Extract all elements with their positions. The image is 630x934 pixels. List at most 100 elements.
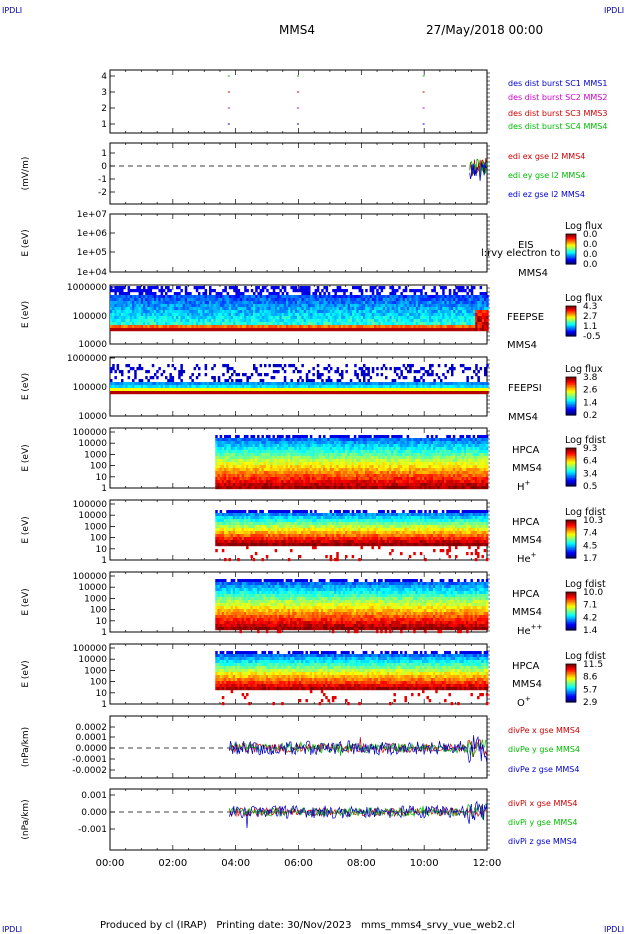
spectrogram-pixel	[305, 328, 309, 332]
spectrogram-pixel	[248, 310, 252, 314]
spectrogram-pixel	[244, 385, 247, 389]
spectrogram-pixel	[226, 307, 230, 311]
spectrogram-pixel	[396, 388, 399, 392]
spectrogram-pixel	[243, 438, 247, 442]
spectrogram-pixel	[270, 477, 273, 481]
spectrogram-pixel	[341, 295, 344, 299]
spectrogram-pixel	[233, 301, 236, 305]
spectrogram-pixel	[221, 444, 225, 448]
spectrogram-pixel	[462, 385, 465, 389]
spectrogram-pixel	[351, 438, 355, 442]
spectrogram-pixel	[424, 292, 428, 296]
spectrogram-pixel	[371, 310, 375, 314]
spectrogram-pixel	[318, 474, 322, 478]
spectrogram-pixel	[481, 307, 485, 311]
spectrogram-pixel	[248, 438, 251, 442]
spectrogram-pixel	[246, 477, 249, 481]
spectrogram-pixel	[121, 292, 124, 296]
spectrogram-pixel	[270, 382, 274, 386]
spectrogram-pixel	[151, 328, 155, 332]
spectrogram-pixel	[288, 301, 291, 305]
spectrogram-pixel	[398, 304, 401, 308]
spectrogram-pixel	[191, 328, 194, 332]
spectrogram-pixel	[334, 444, 337, 448]
spectrogram-pixel	[325, 367, 329, 371]
spectrogram-pixel	[431, 391, 434, 395]
spectrogram-pixel	[462, 310, 465, 314]
spectrogram-pixel	[254, 462, 258, 466]
spectrogram-pixel	[112, 322, 115, 326]
spectrogram-pixel	[464, 322, 467, 326]
spectrogram-pixel	[338, 286, 342, 290]
spectrogram-pixel	[209, 289, 212, 293]
spectrogram-pixel	[477, 310, 480, 314]
spectrogram-pixel	[200, 316, 203, 320]
spectrogram-pixel	[147, 322, 150, 326]
spectrogram-pixel	[151, 391, 155, 395]
spectrogram-pixel	[327, 447, 330, 451]
spectrogram-pixel	[235, 307, 238, 311]
spectrogram-pixel	[215, 382, 219, 386]
spectrogram-pixel	[283, 480, 286, 484]
spectrogram-pixel	[336, 459, 339, 463]
spectrogram-pixel	[118, 391, 122, 395]
spectrogram-pixel	[464, 304, 467, 308]
spectrogram-pixel	[396, 391, 399, 395]
spectrogram-pixel	[215, 316, 219, 320]
spectrogram-pixel	[230, 444, 234, 448]
spectrogram-pixel	[279, 391, 282, 395]
spectrogram-pixel	[477, 385, 480, 389]
spectrogram-pixel	[466, 286, 469, 290]
spectrogram-pixel	[338, 313, 342, 317]
spectrogram-pixel	[387, 388, 390, 392]
spectrogram-pixel	[281, 468, 284, 472]
spectrogram-pixel	[241, 462, 245, 466]
spectrogram-pixel	[182, 298, 186, 302]
spectrogram-pixel	[169, 307, 172, 311]
spectrogram-pixel	[323, 391, 326, 395]
spectrogram-pixel	[283, 474, 286, 478]
spectrogram-pixel	[272, 447, 275, 451]
spectrogram-pixel	[189, 307, 192, 311]
spectrogram-pixel	[297, 370, 300, 374]
spectrogram-pixel	[312, 382, 315, 386]
spectrogram-pixel	[114, 382, 117, 386]
spectrogram-pixel	[455, 385, 458, 389]
spectrogram-pixel	[285, 447, 289, 451]
spectrogram-pixel	[235, 325, 238, 329]
spectrogram-pixel	[336, 465, 339, 469]
spectrogram-pixel	[182, 325, 186, 329]
spectrogram-pixel	[314, 307, 318, 311]
spectrogram-pixel	[215, 391, 219, 395]
spectrogram-pixel	[303, 444, 306, 448]
spectrogram-pixel	[393, 388, 397, 392]
spectrogram-pixel	[151, 319, 155, 323]
spectrogram-pixel	[253, 310, 256, 314]
colorbar-tick-label: 0.0	[583, 250, 598, 260]
spectrogram-pixel	[255, 385, 258, 389]
spectrogram-pixel	[270, 388, 274, 392]
spectrogram-pixel	[353, 435, 357, 439]
spectrogram-pixel	[215, 328, 219, 332]
spectrogram-pixel	[299, 304, 302, 308]
spectrogram-pixel	[316, 438, 319, 442]
colorbar-segment	[566, 381, 576, 384]
spectrogram-pixel	[303, 483, 306, 487]
spectrogram-pixel	[204, 382, 208, 386]
spectrogram-pixel	[274, 459, 278, 463]
spectrogram-pixel	[237, 486, 240, 490]
spectrogram-pixel	[209, 316, 212, 320]
spectrogram-pixel	[272, 459, 275, 463]
spectrogram-pixel	[149, 304, 153, 308]
spectrogram-pixel	[165, 286, 168, 290]
spectrogram-pixel	[217, 468, 220, 472]
colorbar-tick-label: 0.0	[583, 230, 598, 240]
spectrogram-pixel	[156, 316, 159, 320]
spectrogram-pixel	[125, 310, 128, 314]
spectrogram-pixel	[309, 471, 313, 475]
spectrogram-pixel	[253, 319, 256, 323]
spectrogram-pixel	[462, 313, 465, 317]
spectrogram-pixel	[429, 304, 432, 308]
spectrogram-pixel	[446, 316, 450, 320]
spectrogram-pixel	[136, 385, 139, 389]
